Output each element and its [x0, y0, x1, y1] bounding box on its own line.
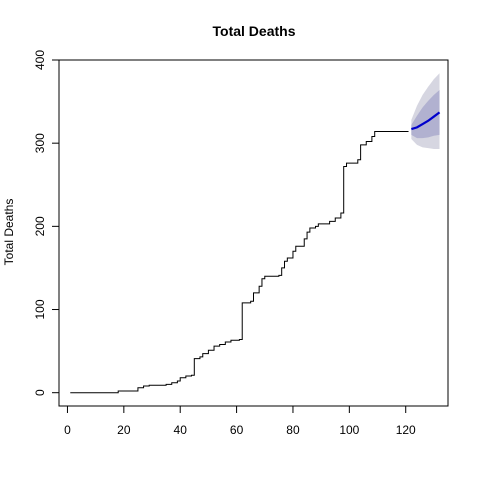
- y-tick-label: 300: [33, 133, 47, 153]
- plot-frame: [58, 59, 449, 407]
- y-tick-label: 100: [33, 299, 47, 319]
- y-axis: 0 100 200 300 400: [33, 50, 60, 396]
- x-tick-label: 80: [286, 423, 300, 437]
- series-forecast-line: [411, 111, 441, 131]
- x-tick-label: 40: [174, 423, 188, 437]
- x-tick-label: 100: [339, 423, 359, 437]
- y-tick-label: 200: [33, 216, 47, 236]
- series-lines: [70, 111, 441, 394]
- y-tick-label: 0: [33, 389, 47, 396]
- chart-title: Total Deaths: [213, 23, 296, 39]
- y-axis-label: Total Deaths: [2, 199, 16, 266]
- x-axis: 0 20 40 60 80 100 120: [64, 405, 416, 437]
- series-observed-line: [70, 131, 409, 394]
- x-tick-label: 0: [64, 423, 71, 437]
- y-tick-label: 400: [33, 50, 47, 70]
- x-tick-label: 60: [230, 423, 244, 437]
- forecast-bands: [411, 73, 440, 149]
- x-tick-label: 20: [117, 423, 131, 437]
- x-tick-label: 120: [396, 423, 416, 437]
